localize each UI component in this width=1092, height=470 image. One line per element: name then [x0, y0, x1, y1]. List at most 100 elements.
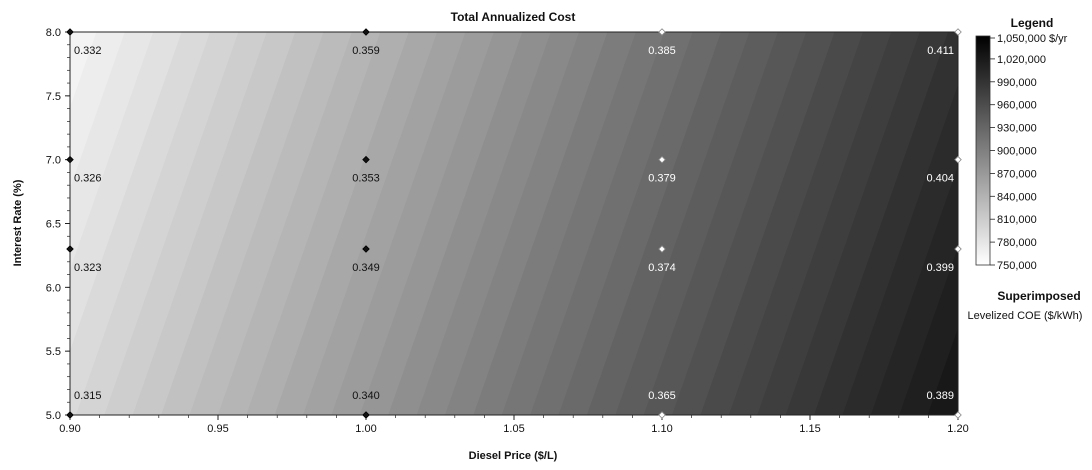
y-tick-label: 5.0: [46, 410, 61, 422]
contour-band: [615, 32, 782, 415]
data-point-marker: [954, 28, 962, 36]
contour-band: [132, 32, 300, 415]
legend-tick-label: 1,050,000 $/yr: [997, 33, 1068, 45]
data-point-label: 0.389: [926, 390, 954, 402]
y-axis-label: Interest Rate (%): [12, 179, 24, 266]
data-point-marker: [362, 28, 370, 36]
y-tick-label: 6.5: [46, 219, 61, 231]
legend-ticks: 1,050,000 $/yr 1,020,000 990,000 960,000 930…: [990, 33, 1068, 272]
contour-band: [416, 32, 584, 415]
contour-band: [586, 32, 754, 415]
chart-title: Total Annualized Cost: [451, 10, 576, 24]
contour-band: [473, 32, 640, 415]
contour-band: [501, 32, 669, 415]
data-point-marker: [66, 411, 74, 419]
x-tick-label: 0.95: [207, 423, 228, 435]
x-tick-label: 1.20: [947, 423, 968, 435]
contour-band: [70, 32, 129, 200]
contour-band: [189, 32, 356, 415]
x-tick-label: 1.05: [503, 423, 524, 435]
legend-title: Legend: [1011, 16, 1054, 30]
contour-band: [672, 32, 839, 415]
legend-tick-label: 900,000: [997, 146, 1037, 158]
data-point-label: 0.349: [352, 262, 380, 274]
x-axis-label: Diesel Price ($/L): [469, 450, 558, 462]
superimposed-points: 0.332 0.359 0.385 0.411 0.326 0.353 0.379 0.404…: [66, 28, 962, 419]
data-point-marker: [954, 155, 962, 164]
legend-tick-label: 810,000: [997, 214, 1037, 226]
data-point-label: 0.340: [352, 390, 380, 402]
contour-band: [359, 32, 527, 415]
data-point-marker: [362, 245, 370, 253]
x-tick-label: 1.00: [355, 423, 376, 435]
contour-band: [104, 32, 271, 415]
x-axis: 0.90 0.95 1.00 1.05 1.10 1.15 1.20: [59, 415, 969, 435]
data-point-label: 0.411: [927, 45, 954, 57]
x-tick-label: 0.90: [59, 423, 80, 435]
data-point-label: 0.326: [74, 173, 102, 185]
data-point-marker: [658, 155, 666, 164]
contour-band: [842, 84, 958, 415]
contour-band: [814, 32, 958, 415]
legend-tick-label: 960,000: [997, 100, 1037, 112]
contour-band: [331, 32, 498, 415]
legend-tick-label: 930,000: [997, 123, 1037, 135]
data-point-marker: [954, 245, 962, 253]
contour-band: [75, 32, 243, 415]
data-point-marker: [66, 155, 74, 164]
contour-band: [246, 32, 413, 415]
data-point-label: 0.359: [352, 45, 380, 57]
legend-tick-label: 990,000: [997, 77, 1037, 89]
legend-tick-label: 1,020,000: [997, 54, 1046, 66]
y-tick-label: 7.5: [46, 91, 61, 103]
contour-bands: [70, 32, 958, 415]
superimposed-subtitle: Levelized COE ($/kWh): [968, 310, 1083, 322]
data-point-marker: [658, 245, 666, 253]
x-tick-label: 1.10: [651, 423, 672, 435]
x-tick-label: 1.15: [799, 423, 820, 435]
y-tick-label: 8.0: [46, 27, 61, 39]
data-point-marker: [658, 411, 666, 419]
data-point-label: 0.332: [74, 45, 102, 57]
legend-tick-label: 750,000: [997, 260, 1037, 272]
contour-band: [303, 32, 470, 415]
y-tick-label: 7.0: [46, 155, 61, 167]
data-point-label: 0.399: [926, 262, 954, 274]
data-point-label: 0.374: [648, 262, 676, 274]
data-point-marker: [362, 155, 370, 164]
legend-colorbar: [975, 35, 991, 266]
contour-band: [870, 165, 958, 415]
data-point-label: 0.323: [74, 262, 102, 274]
data-point-label: 0.385: [648, 45, 676, 57]
data-point-marker: [66, 245, 74, 253]
contour-band: [530, 32, 697, 415]
contour-band: [274, 32, 442, 415]
data-point-marker: [362, 411, 370, 419]
contour-band: [558, 32, 725, 415]
contour-band: [927, 328, 958, 415]
data-point-label: 0.365: [648, 390, 676, 402]
contour-band: [161, 32, 328, 415]
superimposed-title: Superimposed: [997, 289, 1080, 303]
contour-band: [757, 32, 924, 415]
data-point-marker: [954, 411, 962, 419]
contour-band: [700, 32, 867, 415]
y-axis: 5.0 5.5 6.0 6.5 7.0 7.5 8.0: [46, 27, 70, 422]
contour-band: [785, 32, 953, 415]
data-point-marker: [66, 28, 74, 36]
y-tick-label: 5.5: [46, 346, 61, 358]
contour-band: [444, 32, 612, 415]
y-tick-label: 6.0: [46, 282, 61, 294]
data-point-label: 0.315: [74, 390, 102, 402]
contour-band: [728, 32, 896, 415]
contour-band: [388, 32, 555, 415]
contour-band: [217, 32, 385, 415]
data-point-label: 0.379: [648, 173, 676, 185]
legend-tick-label: 780,000: [997, 237, 1037, 249]
data-point-label: 0.353: [352, 173, 380, 185]
data-point-marker: [658, 28, 666, 36]
legend-tick-label: 870,000: [997, 168, 1037, 180]
contour-band: [643, 32, 811, 415]
